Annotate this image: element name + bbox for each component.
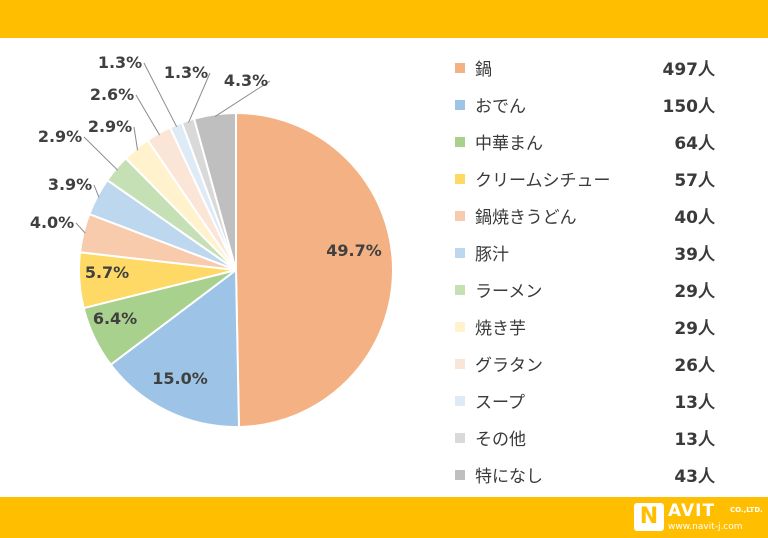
percent-label-10: 1.3% <box>98 53 142 72</box>
legend-item: クリームシチュー 57人 <box>455 161 735 198</box>
logo-url: www.navit-j.com <box>668 522 743 532</box>
legend-item: グラタン 26人 <box>455 346 735 383</box>
legend-label: クリームシチュー <box>475 171 611 191</box>
leader-line-11 <box>188 72 211 123</box>
percent-label-5: 4.0% <box>30 213 74 232</box>
legend-swatch <box>455 63 465 73</box>
percent-label-2: 15.0% <box>152 369 208 388</box>
legend-label: ラーメン <box>475 282 543 302</box>
legend-count: 64人 <box>674 134 715 154</box>
legend-item: ラーメン 29人 <box>455 272 735 309</box>
percent-label-8: 2.9% <box>88 117 132 136</box>
leader-line-6 <box>93 184 100 198</box>
percent-label-1: 49.7% <box>326 241 382 260</box>
legend-item: 中華まん 64人 <box>455 124 735 161</box>
legend-count: 39人 <box>674 245 715 265</box>
legend-count: 13人 <box>674 393 715 413</box>
legend-swatch <box>455 137 465 147</box>
top-banner <box>0 0 768 38</box>
pie-slice-12 <box>192 111 237 271</box>
legend-label: 豚汁 <box>475 245 509 265</box>
legend-item: 鍋 497人 <box>455 50 735 87</box>
percent-label-6: 3.9% <box>48 175 92 194</box>
legend-label: 焼き芋 <box>475 319 526 339</box>
legend-label: 中華まん <box>475 134 543 154</box>
percent-label-11: 1.3% <box>164 63 208 82</box>
legend-label: グラタン <box>475 356 543 376</box>
leader-line-12 <box>214 80 271 117</box>
leader-line-9 <box>135 94 161 136</box>
legend-label: 特になし <box>475 467 543 487</box>
legend-count: 57人 <box>674 171 715 191</box>
percent-label-7: 2.9% <box>38 127 82 146</box>
legend-swatch <box>455 248 465 258</box>
legend-count: 26人 <box>674 356 715 376</box>
legend-item: 鍋焼きうどん 40人 <box>455 198 735 235</box>
percent-label-4: 5.7% <box>85 263 129 282</box>
pie-chart: 49.7% 15.0% 6.4% 5.7% 4.0% 3.9% 2.9% 2.9% 2.6% 1.… <box>30 53 394 428</box>
leader-line-8 <box>133 126 139 151</box>
legend-swatch <box>455 359 465 369</box>
legend-label: その他 <box>475 430 526 450</box>
legend-swatch <box>455 322 465 332</box>
legend-swatch <box>455 211 465 221</box>
legend-count: 29人 <box>674 282 715 302</box>
percent-label-9: 2.6% <box>90 85 134 104</box>
percent-label-3: 6.4% <box>93 309 137 328</box>
pie-slice-1 <box>235 111 394 428</box>
legend-swatch <box>455 285 465 295</box>
legend-label: おでん <box>475 97 526 117</box>
logo-suffix: CO.,LTD. <box>730 506 763 514</box>
legend-swatch <box>455 174 465 184</box>
navit-logo: N AVIT CO.,LTD. www.navit-j.com <box>634 500 763 536</box>
pie-slice-2 <box>109 268 240 428</box>
leader-line-10 <box>143 62 178 128</box>
legend-item: その他 13人 <box>455 420 735 457</box>
legend-label: 鍋焼きうどん <box>475 208 577 228</box>
leader-line-5 <box>75 222 86 234</box>
legend-item: スープ 13人 <box>455 383 735 420</box>
leader-line-7 <box>83 136 118 171</box>
legend-count: 13人 <box>674 430 715 450</box>
legend-count: 43人 <box>674 467 715 487</box>
legend-item: 焼き芋 29人 <box>455 309 735 346</box>
legend-count: 40人 <box>674 208 715 228</box>
legend-swatch <box>455 396 465 406</box>
legend-item: 豚汁 39人 <box>455 235 735 272</box>
legend-item: おでん 150人 <box>455 87 735 124</box>
legend-swatch <box>455 100 465 110</box>
logo-badge: N <box>634 503 664 531</box>
legend-label: スープ <box>475 393 525 413</box>
legend-swatch <box>455 433 465 443</box>
legend-item: 特になし 43人 <box>455 457 735 494</box>
percent-label-12: 4.3% <box>224 71 268 90</box>
legend: 鍋 497人おでん 150人中華まん 64人クリームシチュー 57人鍋焼きうどん 40人豚… <box>455 50 735 494</box>
legend-count: 150人 <box>662 97 716 117</box>
legend-count: 29人 <box>674 319 715 339</box>
logo-name: AVIT <box>668 501 716 521</box>
legend-swatch <box>455 470 465 480</box>
legend-label: 鍋 <box>475 60 492 80</box>
legend-count: 497人 <box>662 60 716 80</box>
